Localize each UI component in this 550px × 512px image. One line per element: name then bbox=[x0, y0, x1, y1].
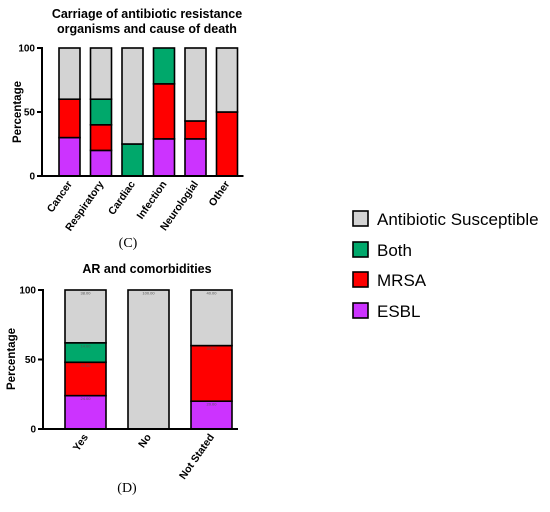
data-label: 100.00 bbox=[142, 291, 155, 296]
bar-segment-antibiotic-susceptible bbox=[58, 47, 81, 101]
chart-c: Carriage of antibiotic resistanceorganis… bbox=[12, 7, 244, 251]
bar-segment-antibiotic-susceptible bbox=[64, 289, 107, 344]
bar-segment-antibiotic-susceptible bbox=[89, 47, 113, 101]
x-tick-label: Not Stated bbox=[177, 432, 217, 482]
legend-swatch bbox=[352, 210, 369, 227]
bar-segment-esbl bbox=[58, 136, 81, 177]
bar-segment-both bbox=[152, 47, 176, 85]
bar-segment-mrsa bbox=[58, 98, 81, 139]
bar-segment-mrsa bbox=[89, 124, 113, 152]
data-label: 40.00 bbox=[206, 346, 217, 351]
y-tick-label: 0 bbox=[30, 425, 36, 436]
x-tick-label: Cancer bbox=[45, 179, 75, 215]
bar-segment-mrsa bbox=[190, 344, 233, 403]
y-axis-label: Percentage bbox=[6, 328, 18, 390]
bar-segment-antibiotic-susceptible bbox=[190, 289, 233, 347]
x-tick-label: Cardiac bbox=[106, 179, 138, 218]
chart-d: AR and comorbidities Percentage 24.00 24.00… bbox=[6, 262, 238, 496]
data-label: 20.00 bbox=[206, 402, 217, 407]
bar-segment-esbl bbox=[190, 400, 233, 430]
bar-segment-antibiotic-susceptible bbox=[184, 47, 207, 122]
legend-swatch bbox=[352, 271, 369, 288]
y-axis-label: Percentage bbox=[12, 81, 24, 143]
legend: Antibiotic Susceptible Both MRSA ESBL bbox=[352, 210, 539, 321]
legend-swatch bbox=[352, 302, 369, 319]
bar-segment-mrsa bbox=[64, 361, 107, 397]
bar-segment-both bbox=[89, 98, 113, 126]
bar-segment-antibiotic-susceptible bbox=[127, 289, 170, 430]
x-tick-label: No bbox=[136, 432, 154, 450]
x-tick-label: Yes bbox=[71, 432, 91, 454]
data-label: 40.00 bbox=[206, 291, 217, 296]
chart-title: Carriage of antibiotic resistance bbox=[52, 7, 242, 21]
bar-segment-mrsa bbox=[184, 120, 207, 140]
x-tick-label: Other bbox=[207, 179, 233, 209]
y-tick-label: 50 bbox=[24, 108, 36, 119]
legend-swatch bbox=[352, 241, 369, 258]
panel-label: (D) bbox=[117, 481, 137, 496]
bar-segment-mrsa bbox=[152, 83, 176, 140]
y-tick-label: 50 bbox=[25, 355, 37, 366]
data-label: 38.00 bbox=[80, 291, 91, 296]
bar-segment-esbl bbox=[152, 138, 176, 177]
bar-segment-esbl bbox=[184, 138, 207, 177]
legend-label: ESBL bbox=[377, 302, 420, 321]
bar-segment-mrsa bbox=[215, 111, 239, 177]
y-tick-label: 100 bbox=[18, 44, 35, 55]
legend-label: MRSA bbox=[377, 271, 427, 290]
legend-label: Antibiotic Susceptible bbox=[377, 210, 539, 229]
x-tick-label: Infection bbox=[135, 179, 170, 222]
panel-label: (C) bbox=[119, 236, 138, 251]
bar-segment-both bbox=[121, 143, 144, 177]
bar-segment-antibiotic-susceptible bbox=[121, 47, 144, 145]
legend-label: Both bbox=[377, 241, 412, 260]
y-tick-label: 100 bbox=[19, 286, 36, 297]
data-label: 24.00 bbox=[80, 363, 91, 368]
data-label: 14.00 bbox=[80, 343, 91, 348]
chart-title: AR and comorbidities bbox=[82, 262, 211, 276]
data-label: 24.00 bbox=[80, 396, 91, 401]
chart-title: organisms and cause of death bbox=[57, 22, 237, 36]
bar-segment-esbl bbox=[64, 394, 107, 430]
y-tick-label: 0 bbox=[29, 172, 35, 183]
bar-segment-antibiotic-susceptible bbox=[215, 47, 239, 113]
bar-segment-esbl bbox=[89, 149, 113, 177]
